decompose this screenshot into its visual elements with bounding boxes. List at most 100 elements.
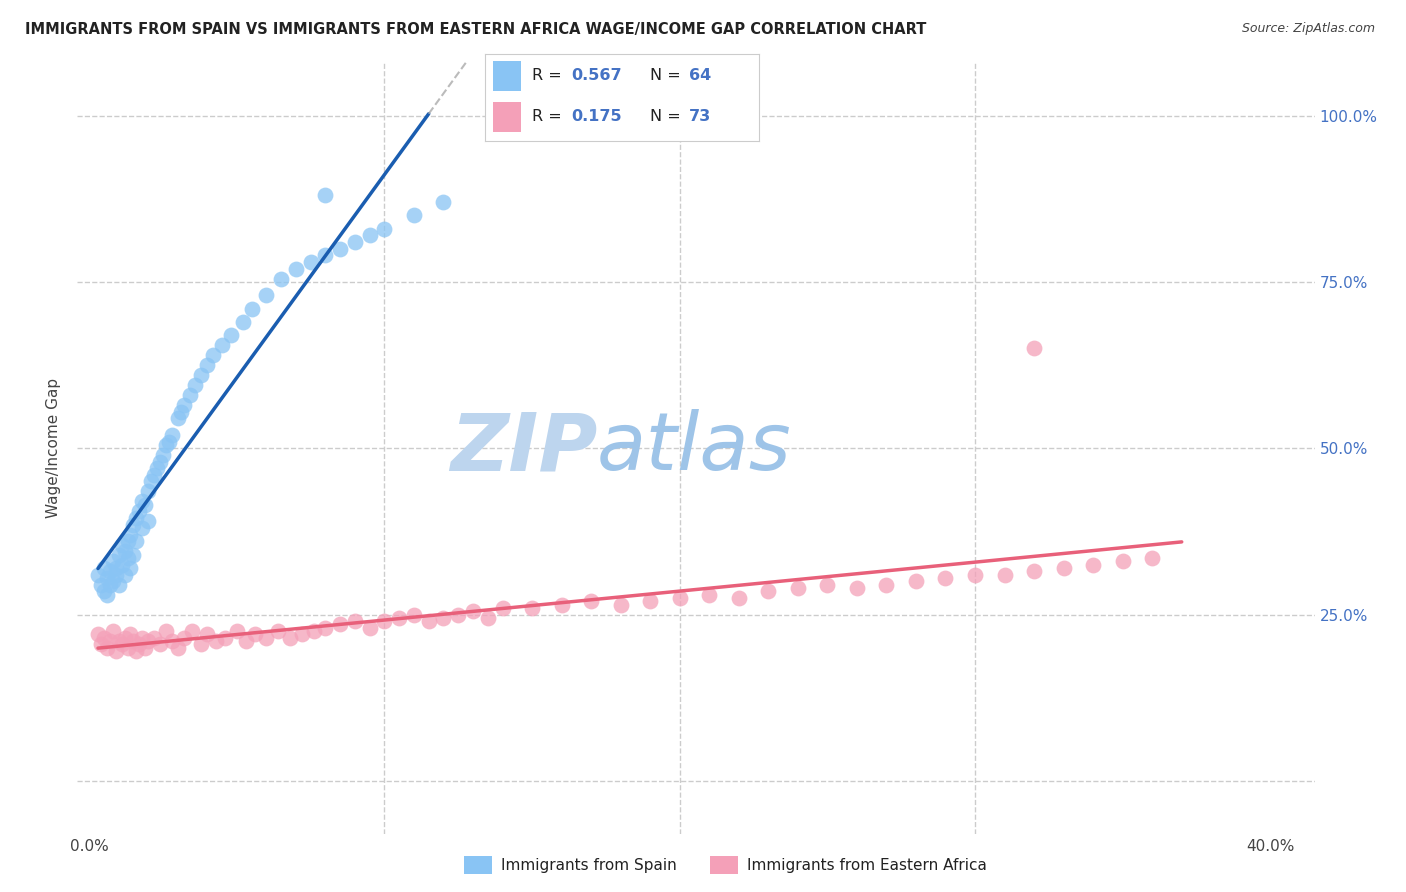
Text: 0.175: 0.175	[571, 110, 621, 124]
Point	[477, 611, 499, 625]
Point	[402, 209, 425, 223]
Point	[240, 301, 263, 316]
Point	[668, 591, 690, 605]
Point	[267, 624, 290, 639]
Text: atlas: atlas	[598, 409, 792, 487]
Point	[291, 627, 314, 641]
Point	[90, 577, 112, 591]
Point	[638, 594, 661, 608]
Point	[815, 577, 838, 591]
Point	[104, 644, 127, 658]
Point	[1111, 554, 1133, 568]
Point	[299, 255, 322, 269]
Point	[202, 348, 225, 362]
Point	[214, 631, 236, 645]
Point	[1022, 342, 1045, 356]
Bar	[494, 62, 520, 91]
Point	[1052, 561, 1074, 575]
Point	[131, 494, 153, 508]
Point	[402, 607, 425, 622]
Point	[136, 515, 159, 529]
Point	[134, 498, 156, 512]
Point	[447, 607, 470, 622]
Point	[155, 438, 177, 452]
Point	[243, 627, 266, 641]
Point	[104, 561, 127, 575]
Point	[343, 235, 366, 249]
Point	[727, 591, 749, 605]
Point	[418, 614, 440, 628]
Point	[343, 614, 366, 628]
Point	[120, 627, 142, 641]
Point	[550, 598, 572, 612]
Point	[211, 338, 233, 352]
Point	[756, 584, 779, 599]
Point	[117, 534, 139, 549]
Point	[461, 604, 484, 618]
Text: IMMIGRANTS FROM SPAIN VS IMMIGRANTS FROM EASTERN AFRICA WAGE/INCOME GAP CORRELAT: IMMIGRANTS FROM SPAIN VS IMMIGRANTS FROM…	[25, 22, 927, 37]
Point	[87, 567, 110, 582]
Point	[98, 564, 121, 578]
Point	[232, 315, 254, 329]
Point	[166, 640, 188, 655]
Text: N =: N =	[650, 69, 686, 83]
Point	[579, 594, 602, 608]
Point	[120, 561, 142, 575]
Point	[111, 558, 134, 572]
Point	[128, 637, 150, 651]
Point	[359, 621, 381, 635]
Point	[104, 567, 127, 582]
Point	[131, 631, 153, 645]
Point	[122, 548, 145, 562]
Text: ZIP: ZIP	[450, 409, 598, 487]
Point	[101, 624, 124, 639]
Point	[96, 571, 118, 585]
Y-axis label: Wage/Income Gap: Wage/Income Gap	[46, 378, 62, 518]
Point	[146, 461, 169, 475]
Point	[114, 631, 136, 645]
Point	[166, 411, 188, 425]
Point	[179, 388, 201, 402]
Point	[963, 567, 986, 582]
Point	[160, 428, 183, 442]
Point	[152, 448, 174, 462]
Point	[143, 467, 166, 482]
Text: 73: 73	[689, 110, 711, 124]
Point	[131, 521, 153, 535]
Point	[125, 534, 148, 549]
Point	[314, 248, 336, 262]
Text: Source: ZipAtlas.com: Source: ZipAtlas.com	[1241, 22, 1375, 36]
Point	[373, 221, 395, 235]
Point	[190, 637, 212, 651]
Point	[1081, 558, 1104, 572]
Point	[520, 600, 543, 615]
Text: Immigrants from Eastern Africa: Immigrants from Eastern Africa	[747, 858, 987, 872]
Text: Immigrants from Spain: Immigrants from Spain	[501, 858, 676, 872]
Point	[87, 627, 110, 641]
Text: R =: R =	[531, 110, 567, 124]
Bar	[494, 103, 520, 132]
Point	[1140, 551, 1163, 566]
Point	[93, 584, 115, 599]
Point	[270, 271, 292, 285]
Point	[190, 368, 212, 382]
Point	[122, 634, 145, 648]
Point	[90, 637, 112, 651]
Point	[195, 358, 218, 372]
Point	[181, 624, 204, 639]
Point	[993, 567, 1015, 582]
Point	[120, 527, 142, 541]
Point	[107, 577, 129, 591]
Point	[329, 242, 352, 256]
Point	[101, 574, 124, 589]
Point	[155, 624, 177, 639]
Point	[432, 611, 454, 625]
Point	[173, 398, 195, 412]
Point	[173, 631, 195, 645]
Point	[609, 598, 631, 612]
Point	[284, 261, 307, 276]
Point	[149, 454, 172, 468]
Point	[149, 637, 172, 651]
Point	[96, 640, 118, 655]
Point	[329, 617, 352, 632]
